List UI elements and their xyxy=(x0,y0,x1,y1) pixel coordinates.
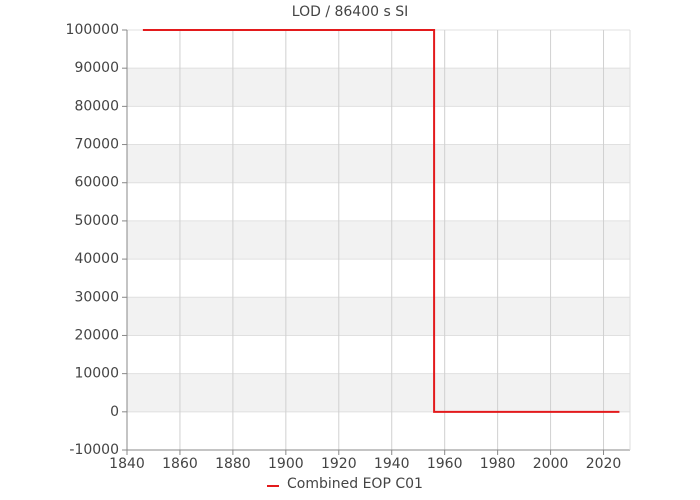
y-tick-label: 80000 xyxy=(74,98,119,114)
x-tick-label: 1840 xyxy=(109,456,145,472)
x-tick-label: 1860 xyxy=(162,456,198,472)
data-line xyxy=(142,29,620,413)
grid-band xyxy=(127,68,630,107)
y-tick-label: 20000 xyxy=(74,327,119,343)
x-tick-label: 1880 xyxy=(215,456,251,472)
y-tick-label: 30000 xyxy=(74,289,119,305)
y-tick-label: 0 xyxy=(110,404,119,420)
y-tick-label: 40000 xyxy=(74,251,119,267)
chart-title: LOD / 86400 s SI xyxy=(292,4,408,20)
x-tick-label: 2000 xyxy=(533,456,569,472)
grid-band xyxy=(127,144,630,183)
y-tick-label: -10000 xyxy=(69,442,119,458)
grid-band xyxy=(127,220,630,260)
y-tick-label: 70000 xyxy=(74,137,119,153)
y-tick-label: 90000 xyxy=(74,60,119,76)
x-tick-label: 1920 xyxy=(321,456,357,472)
y-tick-label: 60000 xyxy=(74,175,119,191)
x-tick-label: 1900 xyxy=(268,456,304,472)
legend-label: Combined EOP C01 xyxy=(287,476,423,492)
y-tick-label: 10000 xyxy=(74,366,119,382)
x-tick-label: 2020 xyxy=(586,456,622,472)
x-tick-label: 1940 xyxy=(374,456,410,472)
y-tick-label: 100000 xyxy=(66,22,119,38)
x-tick-label: 1960 xyxy=(427,456,463,472)
grid-band xyxy=(127,297,630,336)
x-tick-label: 1980 xyxy=(480,456,516,472)
y-tick-label: 50000 xyxy=(74,213,119,229)
grid-band xyxy=(127,373,630,412)
